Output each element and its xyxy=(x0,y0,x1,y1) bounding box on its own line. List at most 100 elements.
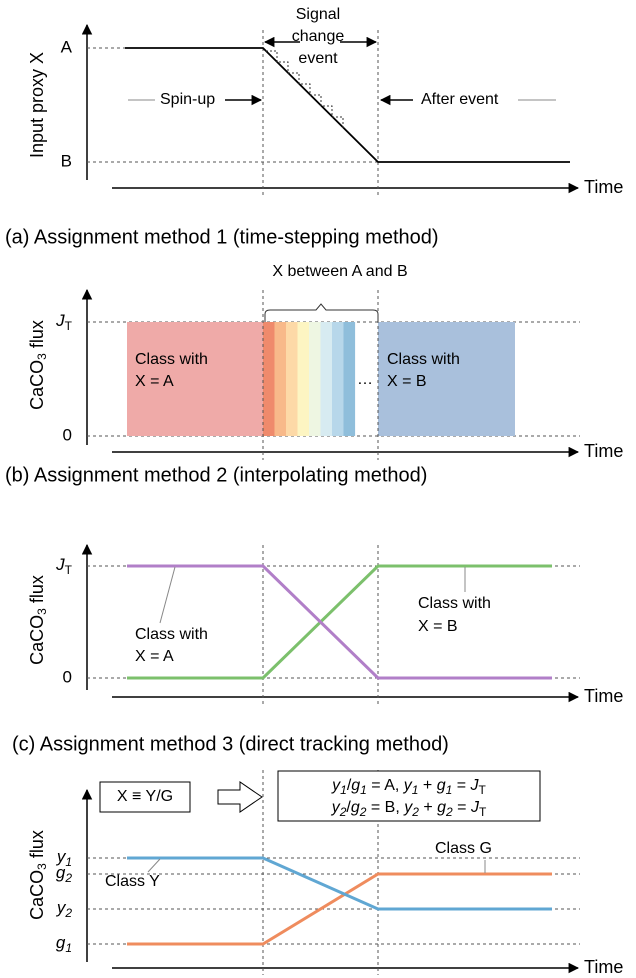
text-part: / xyxy=(347,777,352,794)
text-part: 2 xyxy=(64,906,72,920)
panel-title: (a) Assignment method 1 (time-stepping m… xyxy=(5,226,439,248)
annotation: Signal xyxy=(296,6,340,23)
text-part: 2 xyxy=(359,805,367,819)
text-part: 3 xyxy=(35,863,49,870)
y-tick-label: g1 xyxy=(56,933,72,955)
y-tick-label: g2 xyxy=(56,863,72,885)
text-part: T xyxy=(479,783,487,797)
annotation: Class with xyxy=(418,595,491,612)
text-part: = xyxy=(453,799,471,816)
text-part: y xyxy=(56,898,67,917)
annotation: X = A xyxy=(135,648,174,665)
text-part: / xyxy=(346,799,351,816)
class-block xyxy=(332,322,344,436)
text-part: y xyxy=(331,799,341,816)
brace xyxy=(264,303,379,322)
class-block xyxy=(320,322,333,436)
box xyxy=(277,770,541,822)
text-part: = A, xyxy=(367,777,404,794)
text-part: T xyxy=(65,319,73,333)
text-part: 2 xyxy=(445,805,453,819)
class-block xyxy=(309,322,321,436)
step-line xyxy=(266,50,344,128)
y-axis-label: Input proxy X xyxy=(27,52,47,158)
text-part: g xyxy=(437,799,446,816)
class-line xyxy=(127,872,552,946)
class-line xyxy=(127,564,552,680)
text-part: J xyxy=(55,555,65,574)
class-block xyxy=(286,322,298,436)
annotation: Class G xyxy=(435,840,492,857)
text-part: 1 xyxy=(65,855,72,869)
class-block xyxy=(263,322,275,436)
annotation: Spin-up xyxy=(160,91,215,108)
text-part: 1 xyxy=(360,783,367,797)
y-tick-label: B xyxy=(61,151,72,170)
panel-title: (c) Assignment method 3 (direct tracking… xyxy=(12,733,449,755)
text-part: 2 xyxy=(339,805,347,819)
text-part: flux xyxy=(27,320,47,353)
y-axis-label: CaCO3 flux xyxy=(27,830,49,920)
text-part: 3 xyxy=(35,608,49,615)
x-axis-label: Time xyxy=(584,957,623,977)
text-part: = xyxy=(452,777,470,794)
text-part: y xyxy=(56,847,67,866)
annotation: X between A and B xyxy=(272,263,407,280)
box xyxy=(99,781,191,813)
text-part: CaCO xyxy=(27,615,47,665)
class-block xyxy=(378,322,515,436)
class-line xyxy=(127,856,552,911)
equation: y1/g1 = A, y1 + g1 = JT xyxy=(331,777,486,797)
y-tick-label: y2 xyxy=(56,898,73,920)
text-part: 2 xyxy=(411,805,419,819)
class-block xyxy=(127,322,263,436)
annotation: X ≡ Y/G xyxy=(117,788,173,805)
text-part: y xyxy=(403,777,413,794)
x-axis-label: Time xyxy=(584,177,623,197)
y-tick-label: y1 xyxy=(56,847,72,869)
text-part: g xyxy=(351,777,360,794)
annotation: event xyxy=(298,50,338,67)
class-block xyxy=(297,322,310,436)
line xyxy=(147,858,161,873)
annotation: X = B xyxy=(418,618,458,635)
annotation: Class with xyxy=(135,351,208,368)
text-part: g xyxy=(56,863,66,882)
line xyxy=(159,566,176,624)
class-block xyxy=(343,322,356,436)
x-axis-label: Time xyxy=(584,686,623,706)
text-part: g xyxy=(351,799,360,816)
panel-title: (b) Assignment method 2 (interpolating m… xyxy=(5,464,427,486)
text-part: flux xyxy=(27,575,47,608)
text-part: + xyxy=(418,777,436,794)
annotation: change xyxy=(292,28,345,45)
text-part: + xyxy=(419,799,437,816)
annotation: Class with xyxy=(135,626,208,643)
y-tick-label: A xyxy=(61,37,73,56)
annotation: X = B xyxy=(387,373,427,390)
x-axis-label: Time xyxy=(584,441,623,461)
text-part: 1 xyxy=(446,783,453,797)
annotation: After event xyxy=(421,91,499,108)
equation: y2/g2 = B, y2 + g2 = JT xyxy=(331,799,487,819)
text-part: 1 xyxy=(65,941,72,955)
text-part: T xyxy=(479,805,487,819)
text-part: 1 xyxy=(340,783,347,797)
text-part: y xyxy=(331,777,341,794)
text-part: = B, xyxy=(366,799,404,816)
text-part: y xyxy=(403,799,413,816)
y-tick-label: 0 xyxy=(63,425,72,444)
text-part: flux xyxy=(27,830,47,863)
text-part: J xyxy=(470,799,480,816)
hollow-arrow xyxy=(217,781,263,813)
text-part: CaCO xyxy=(27,870,47,920)
y-axis-label: CaCO3 flux xyxy=(27,575,49,665)
text-part: T xyxy=(65,563,73,577)
annotation: X = A xyxy=(135,373,174,390)
text-part: g xyxy=(437,777,446,794)
annotation: Class Y xyxy=(105,873,160,890)
class-line xyxy=(127,564,552,680)
text-part: 2 xyxy=(64,871,72,885)
text-part: J xyxy=(55,311,65,330)
